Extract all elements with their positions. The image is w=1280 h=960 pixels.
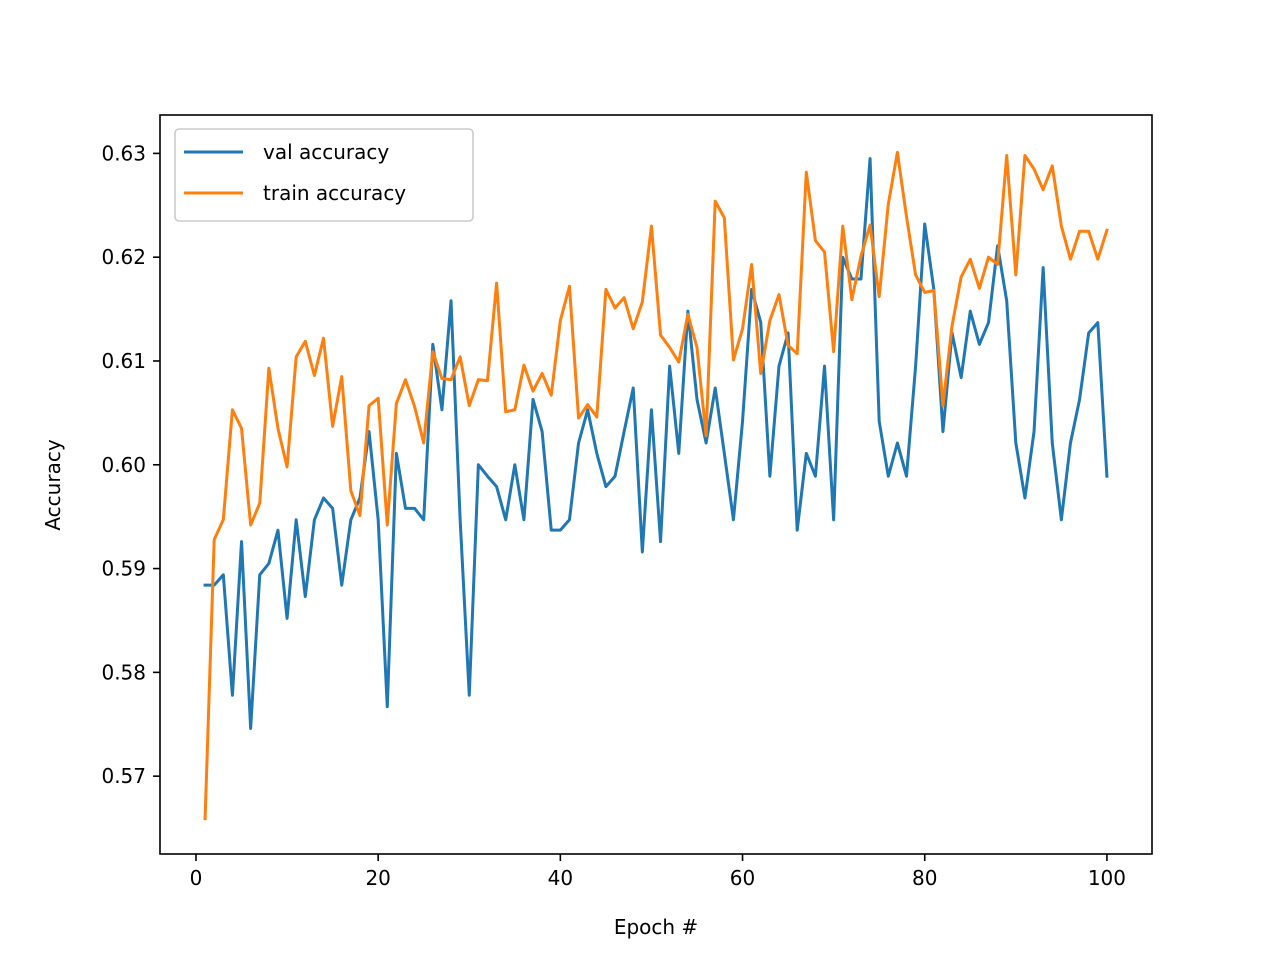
y-axis: 0.57 0.58 0.59 0.60 0.61 0.62 0.63 [101, 141, 160, 788]
y-tick-label: 0.60 [101, 453, 146, 477]
x-tick-label: 60 [730, 866, 755, 890]
x-axis-title: Epoch # [614, 915, 698, 939]
y-tick-label: 0.58 [101, 660, 146, 684]
legend-label-0: val accuracy [263, 140, 389, 164]
y-tick-label: 0.57 [101, 764, 146, 788]
y-tick-label: 0.62 [101, 245, 146, 269]
x-tick-label: 80 [912, 866, 937, 890]
legend-frame [174, 128, 474, 222]
legend-label-1: train accuracy [263, 181, 406, 205]
y-axis-title: Accuracy [41, 439, 65, 530]
x-tick-label: 20 [365, 866, 390, 890]
y-tick-label: 0.63 [101, 141, 146, 165]
x-tick-label: 100 [1088, 866, 1126, 890]
plot-frame [159, 114, 1153, 855]
series-lines [203, 150, 1109, 821]
x-tick-label: 40 [548, 866, 573, 890]
series-line-0 [203, 157, 1109, 730]
series-line-1 [203, 150, 1109, 821]
x-tick-label: 0 [190, 866, 203, 890]
y-tick-label: 0.59 [101, 557, 146, 581]
x-axis: 0 20 40 60 80 100 [190, 854, 1126, 890]
y-tick-label: 0.61 [101, 349, 146, 373]
legend: val accuracy train accuracy [174, 128, 474, 222]
